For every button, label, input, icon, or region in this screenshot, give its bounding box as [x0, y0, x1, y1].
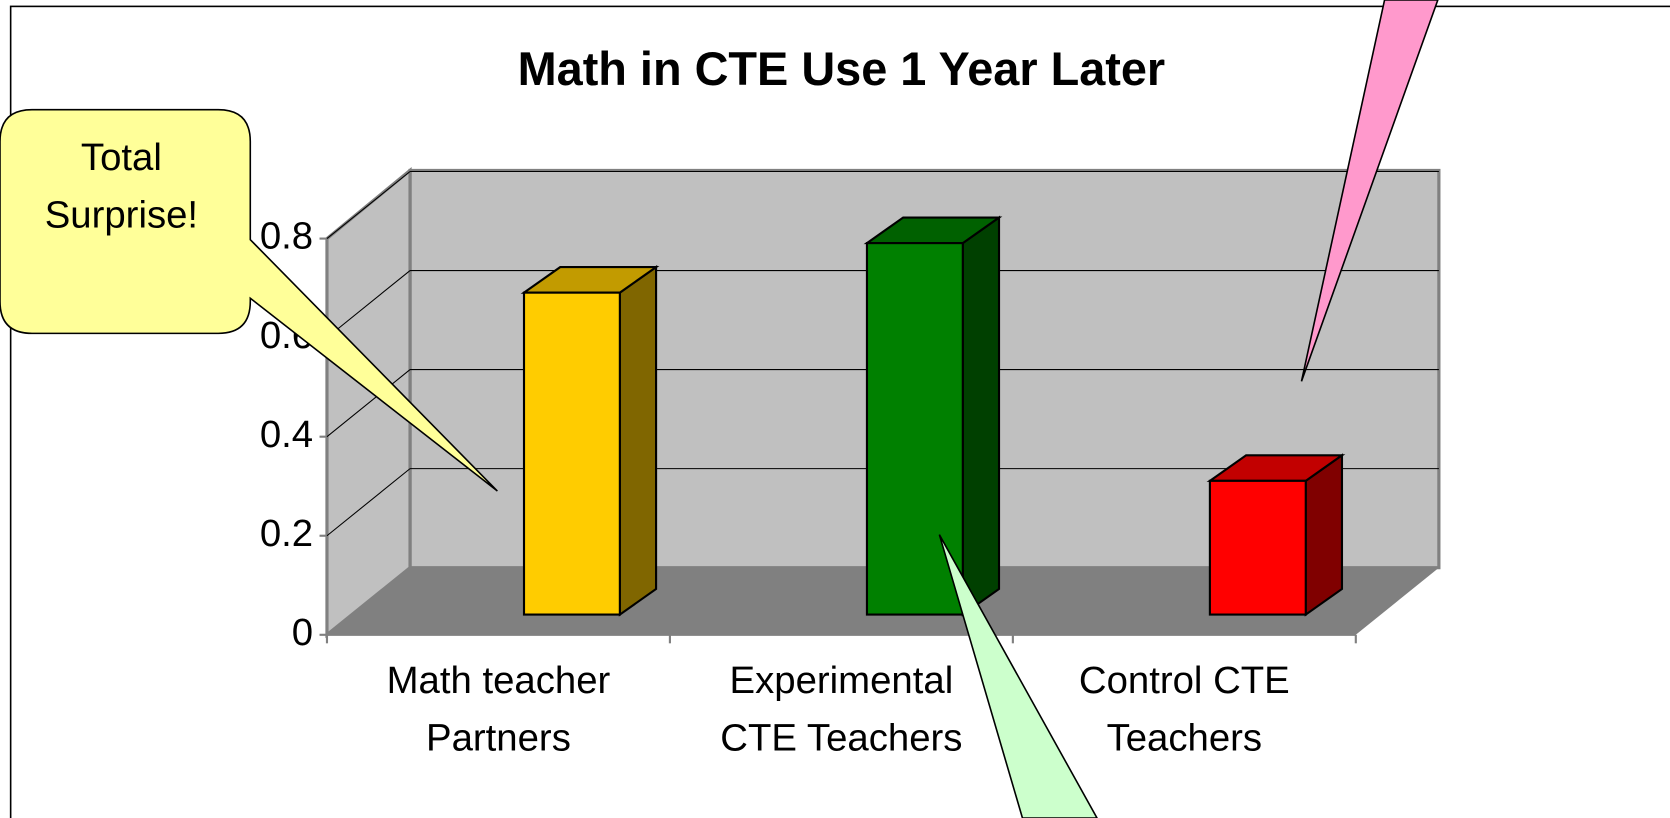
callout-text: Surprise!	[45, 193, 198, 236]
bar-front	[522, 291, 621, 616]
chart-title: Math in CTE Use 1 Year Later	[518, 43, 1166, 95]
grid-line	[326, 468, 411, 537]
bar-side	[618, 265, 658, 617]
y-tick-label: 0	[292, 611, 313, 654]
x-tick-label: Control CTE	[1079, 659, 1290, 702]
bar-side	[1304, 453, 1344, 617]
x-tick-label: Teachers	[1107, 716, 1263, 759]
callout-green	[938, 534, 1098, 818]
callouts: Total Surprise!	[0, 0, 1439, 818]
x-tick-label: Experimental	[730, 659, 954, 702]
bar-side	[961, 215, 1001, 617]
bar-front	[1208, 479, 1307, 616]
bar	[520, 265, 660, 617]
callout-yellow	[0, 108, 498, 492]
bar	[863, 215, 1003, 617]
y-tick-label: 0.8	[260, 215, 313, 258]
bar	[1206, 453, 1346, 617]
y-tick-label: 0.4	[260, 413, 313, 456]
callout-pink	[1300, 0, 1439, 382]
chart-border	[9, 5, 1670, 818]
callout-text: Total	[81, 136, 162, 179]
x-tick-label: Partners	[426, 716, 571, 759]
y-tick-label: 0.2	[260, 512, 313, 555]
grid-line	[326, 171, 411, 239]
x-tick-label: Math teacher	[387, 659, 611, 702]
grid-line	[326, 369, 411, 438]
grid-line	[326, 270, 411, 339]
x-tick-label: CTE Teachers	[720, 716, 962, 759]
